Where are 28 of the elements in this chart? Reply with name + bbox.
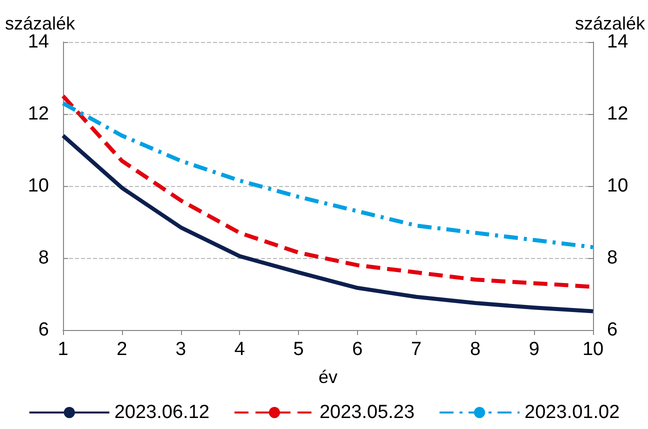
x-axis-title: év — [318, 367, 338, 387]
x-tick-label: 10 — [582, 339, 604, 360]
x-tick-label: 5 — [293, 339, 304, 360]
y-tick-label: 10 — [28, 176, 49, 196]
y2-tick-label: 10 — [607, 176, 628, 196]
legend-label: 2023.01.02 — [524, 402, 620, 423]
y-tick-label: 8 — [38, 248, 49, 268]
x-tick-label: 9 — [528, 339, 540, 360]
y2-tick-label: 6 — [607, 320, 618, 340]
x-tick-label: 7 — [411, 339, 422, 360]
y2-tick-label: 12 — [607, 104, 628, 124]
y-tick-label: 6 — [38, 320, 49, 340]
legend-label: 2023.05.23 — [319, 402, 415, 423]
y2-tick-label: 8 — [607, 248, 618, 268]
y-axis-title: százalék — [5, 14, 76, 34]
y2-axis-title: százalék — [574, 14, 646, 34]
y2-tick-label: 14 — [607, 32, 629, 52]
line-series — [61, 101, 595, 250]
x-tick-label: 8 — [470, 339, 481, 360]
y-tick-label: 14 — [28, 32, 50, 52]
line-series — [61, 134, 595, 314]
legend-label: 2023.06.12 — [114, 402, 210, 423]
x-tick-label: 6 — [352, 339, 363, 360]
x-tick-label: 2 — [116, 339, 128, 360]
x-tick-label: 3 — [175, 339, 186, 360]
y-tick-label: 12 — [28, 104, 49, 124]
x-tick-label: 4 — [234, 339, 246, 360]
x-tick-label: 1 — [58, 339, 68, 360]
